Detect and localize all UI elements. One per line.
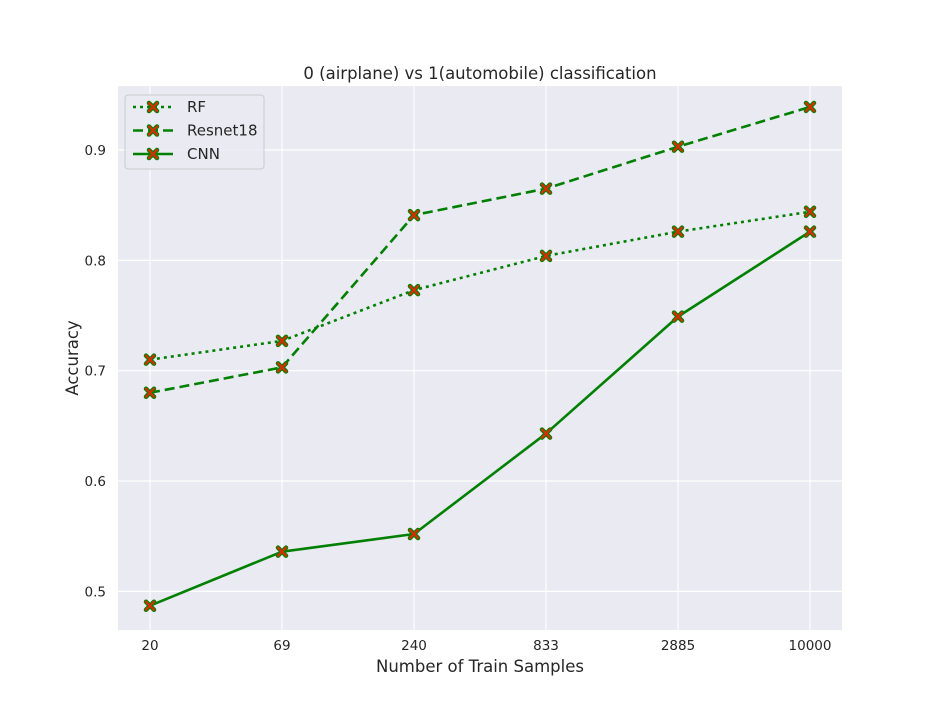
x-tick-label: 240 (401, 638, 427, 654)
series-resnet18 (143, 100, 817, 400)
series-line-resnet18 (149, 105, 811, 395)
data-point-resnet18 (539, 182, 553, 195)
chart-title: 0 (airplane) vs 1(automobile) classifica… (303, 64, 656, 83)
legend-marker (146, 147, 160, 161)
x-tick-label: 20 (141, 638, 158, 654)
data-point-resnet18 (143, 386, 157, 400)
legend-entry-rf: RF (133, 98, 206, 116)
legend-entry-cnn: CNN (133, 145, 220, 163)
x-tick-label: 2885 (661, 638, 695, 654)
y-tick-label: 0.6 (85, 474, 106, 490)
y-axis-label: Accuracy (63, 320, 82, 396)
data-point-rf (803, 205, 817, 219)
legend-label: CNN (187, 145, 220, 163)
x-tick-labels: 20 69 240 833 2885 10000 (141, 638, 831, 654)
data-point-rf (671, 225, 685, 238)
series-rf (143, 205, 817, 366)
data-point-resnet18 (407, 208, 421, 222)
data-point-rf (143, 353, 157, 366)
data-point-cnn (407, 527, 421, 541)
x-tick-label: 10000 (789, 638, 832, 654)
series-line-cnn (149, 230, 811, 607)
y-tick-label: 0.7 (85, 364, 106, 380)
plot-area (118, 86, 842, 630)
series-line-rf (149, 210, 811, 361)
series-cnn (143, 225, 817, 612)
legend-entry-resnet18: Resnet18 (133, 122, 258, 140)
data-point-cnn (143, 599, 157, 612)
series-layer (143, 100, 817, 612)
y-tick-labels: 0.5 0.6 0.7 0.8 0.9 (85, 143, 106, 600)
legend: RF Resnet18 CNN (124, 94, 265, 170)
x-tick-label: 69 (273, 638, 290, 654)
y-tick-label: 0.8 (85, 253, 106, 269)
data-point-resnet18 (803, 100, 817, 114)
x-tick-label: 833 (533, 638, 559, 654)
data-point-cnn (671, 310, 685, 323)
vertical-gridlines (149, 86, 811, 630)
legend-box (124, 94, 265, 170)
legend-label: RF (187, 98, 206, 116)
data-point-cnn (803, 225, 817, 238)
legend-label: Resnet18 (187, 122, 258, 140)
data-point-rf (539, 249, 553, 263)
data-point-rf (275, 334, 289, 348)
data-point-cnn (539, 427, 553, 440)
x-axis-label: Number of Train Samples (376, 657, 584, 676)
legend-marker (146, 124, 160, 137)
legend-marker (146, 100, 160, 114)
y-tick-label: 0.9 (85, 143, 106, 159)
data-point-rf (407, 283, 421, 297)
data-point-cnn (275, 545, 289, 558)
data-point-resnet18 (671, 140, 685, 153)
y-tick-label: 0.5 (85, 584, 106, 600)
data-point-resnet18 (275, 361, 289, 374)
